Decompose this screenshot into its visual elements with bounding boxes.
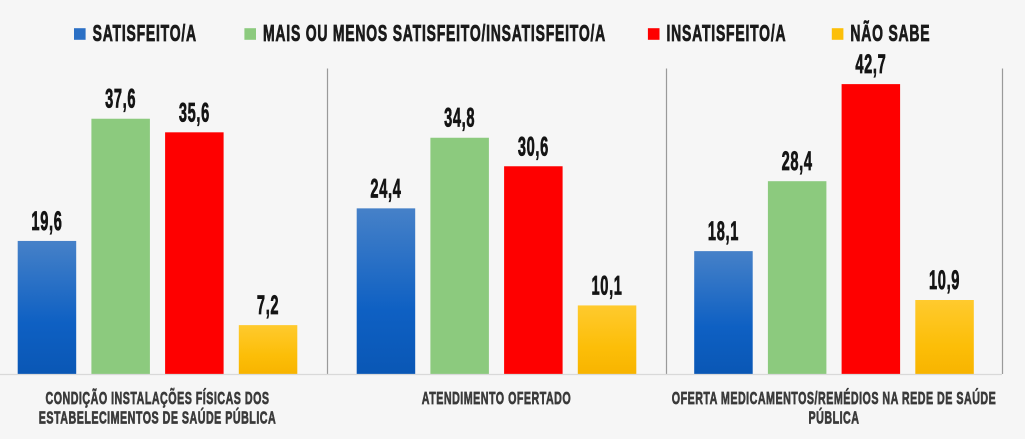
value-label: 30,6 bbox=[518, 130, 549, 161]
bar bbox=[577, 305, 637, 374]
value-label: 10,1 bbox=[592, 270, 623, 301]
bar bbox=[356, 208, 416, 374]
legend-item: NÃO SABE bbox=[831, 20, 930, 47]
bar bbox=[165, 132, 224, 374]
category-label: OFERTA MEDICAMENTOS/REMÉDIOS NA REDE DE … bbox=[672, 387, 996, 409]
value-label: 42,7 bbox=[855, 48, 886, 79]
legend-swatch bbox=[831, 28, 844, 40]
bar bbox=[430, 137, 489, 374]
bar bbox=[841, 84, 901, 374]
category-label: CONDIÇÃO INSTALAÇÕES FÍSICAS DOS bbox=[45, 387, 269, 409]
category-label: ATENDIMENTO OFERTADO bbox=[422, 390, 571, 409]
legend-label: NÃO SABE bbox=[850, 20, 930, 47]
bar bbox=[767, 181, 827, 374]
legend-swatch bbox=[74, 28, 86, 40]
category-label: ESTABELECIMENTOS DE SAÚDE PÚBLICA bbox=[39, 407, 276, 429]
legend-label: SATISFEITO/A bbox=[93, 21, 197, 46]
value-label: 28,4 bbox=[782, 145, 813, 176]
value-label: 10,9 bbox=[929, 264, 960, 295]
value-label: 19,6 bbox=[31, 205, 62, 236]
bar bbox=[238, 325, 298, 374]
category-axis: CONDIÇÃO INSTALAÇÕES FÍSICAS DOSESTABELE… bbox=[0, 373, 1002, 429]
bar bbox=[17, 240, 77, 374]
bar bbox=[915, 300, 974, 374]
plot-bars bbox=[17, 84, 974, 374]
value-label: 34,8 bbox=[444, 102, 475, 133]
legend-label: MAIS OU MENOS SATISFEITO/INSATISFEITO/A bbox=[263, 21, 606, 46]
chart-legend: SATISFEITO/A MAIS OU MENOS SATISFEITO/INS… bbox=[74, 20, 930, 47]
category-label: PÚBLICA bbox=[809, 407, 860, 429]
legend-label: INSATISFEITO/A bbox=[667, 21, 787, 46]
bar bbox=[694, 251, 753, 374]
legend-item: INSATISFEITO/A bbox=[647, 21, 787, 47]
legend-item: MAIS OU MENOS SATISFEITO/INSATISFEITO/A bbox=[244, 21, 606, 47]
value-label: 35,6 bbox=[179, 96, 210, 127]
legend-item: SATISFEITO/A bbox=[74, 21, 197, 47]
value-label: 7,2 bbox=[257, 289, 279, 320]
bar bbox=[91, 118, 150, 374]
bar bbox=[504, 166, 563, 374]
legend-swatch bbox=[244, 28, 256, 40]
value-label: 18,1 bbox=[708, 215, 739, 246]
plot-grid bbox=[326, 68, 1004, 374]
value-label: 37,6 bbox=[105, 83, 136, 114]
value-label: 24,4 bbox=[370, 173, 401, 204]
value-labels: 19,6 37,6 35,6 7,2 24,4 34,8 30,6 10,1 18,1 28,4 4… bbox=[31, 48, 960, 321]
legend-swatch bbox=[647, 28, 660, 40]
